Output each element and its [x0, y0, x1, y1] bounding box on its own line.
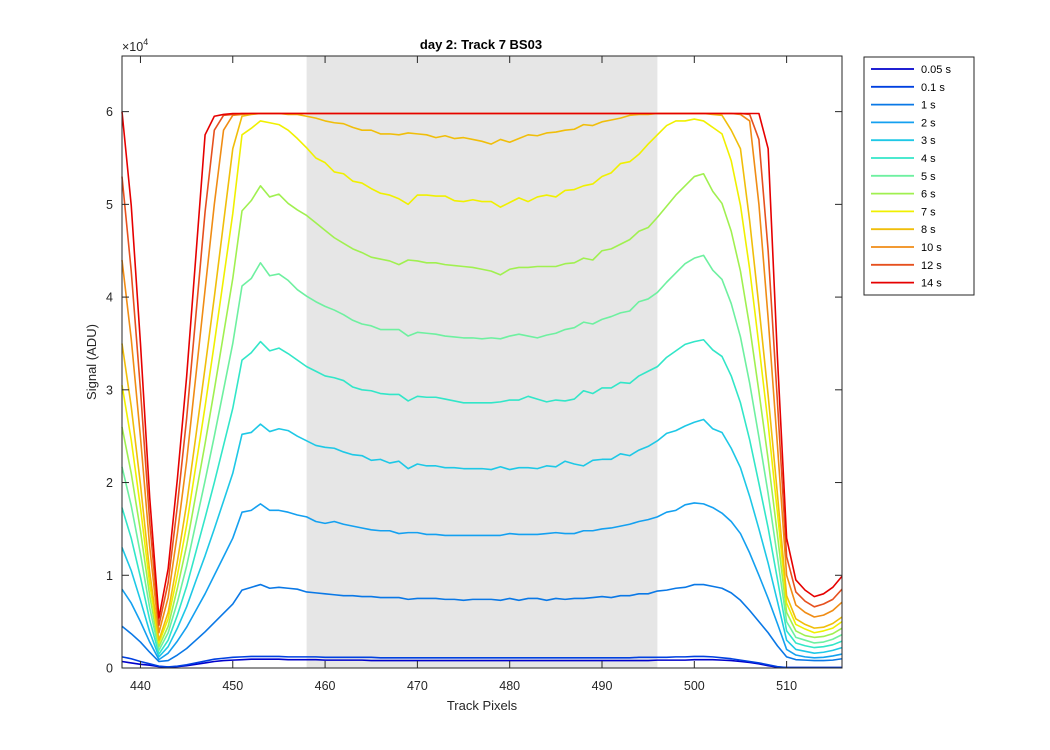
- legend-item: 0.05 s: [871, 64, 951, 76]
- legend-label: 14 s: [921, 278, 942, 290]
- series-line-8: [121, 118, 843, 644]
- axes-box: [121, 55, 843, 669]
- x-tick-label: 470: [407, 679, 428, 693]
- legend-label: 2 s: [921, 117, 936, 129]
- legend-label: 6 s: [921, 189, 936, 201]
- y-tick-label: 0: [106, 662, 113, 676]
- x-tick-label: 510: [776, 679, 797, 693]
- series-line-12: [121, 111, 843, 619]
- y-exponent-power: 4: [143, 37, 148, 47]
- x-axis-label: Track Pixels: [447, 698, 518, 713]
- legend-item: 0.1 s: [871, 82, 945, 94]
- legend-item: 8 s: [871, 224, 936, 236]
- y-axis-exponent: ×104: [122, 37, 148, 54]
- x-tick-label: 450: [222, 679, 243, 693]
- x-tick-label: 490: [592, 679, 613, 693]
- legend-item: 3 s: [871, 135, 936, 147]
- series-line-7: [121, 172, 843, 648]
- legend-item: 10 s: [871, 242, 942, 254]
- legend-label: 12 s: [921, 260, 942, 272]
- y-tick-label: 1: [106, 569, 113, 583]
- legend-item: 6 s: [871, 189, 936, 201]
- legend: 0.05 s 0.1 s 1 s 2 s 3 s 4 s 5 s 6 s 7 s 8 s 10 s 1…: [863, 56, 975, 296]
- series-line-4: [121, 418, 843, 658]
- plot-area: 440 450 460 470 480 490 500 510 0 1 2 3 4 5 6: [106, 55, 843, 693]
- legend-item: 7 s: [871, 206, 936, 218]
- x-tick-label: 500: [684, 679, 705, 693]
- series-lines: [121, 111, 843, 669]
- series-line-3: [121, 502, 843, 661]
- series-line-6: [121, 254, 843, 652]
- legend-label: 4 s: [921, 153, 936, 165]
- legend-label: 1 s: [921, 100, 936, 112]
- series-line-2: [121, 583, 843, 663]
- legend-label: 7 s: [921, 206, 936, 218]
- y-tick-label: 2: [106, 476, 113, 490]
- series-line-1: [121, 655, 842, 669]
- legend-label: 3 s: [921, 135, 936, 147]
- legend-item: 14 s: [871, 278, 942, 290]
- y-tick-label: 5: [106, 198, 113, 212]
- legend-item: 2 s: [871, 117, 936, 129]
- legend-label: 8 s: [921, 224, 936, 236]
- y-axis-ticks: 0 1 2 3 4 5 6: [106, 105, 842, 676]
- legend-label: 5 s: [921, 171, 936, 183]
- shaded-region: [306, 56, 658, 668]
- x-tick-label: 480: [499, 679, 520, 693]
- x-tick-label: 460: [315, 679, 336, 693]
- series-line-5: [121, 338, 843, 655]
- legend-item: 1 s: [871, 100, 936, 112]
- series-line-0: [121, 658, 842, 669]
- y-axis-label: Signal (ADU): [84, 324, 99, 400]
- x-tick-label: 440: [130, 679, 151, 693]
- y-tick-label: 4: [106, 291, 113, 305]
- x-axis-ticks: 440 450 460 470 480 490 500 510: [130, 56, 797, 693]
- legend-items: 0.05 s 0.1 s 1 s 2 s 3 s 4 s 5 s 6 s 7 s 8 s 10 s 1…: [871, 64, 951, 290]
- legend-label: 0.1 s: [921, 82, 945, 94]
- y-exponent-base: ×10: [122, 40, 143, 54]
- series-line-9: [121, 112, 843, 641]
- y-tick-label: 3: [106, 383, 113, 397]
- legend-item: 5 s: [871, 171, 936, 183]
- legend-item: 4 s: [871, 153, 936, 165]
- chart-title: day 2: Track 7 BS03: [420, 37, 542, 52]
- y-tick-label: 6: [106, 105, 113, 119]
- legend-item: 12 s: [871, 260, 942, 272]
- legend-label: 0.05 s: [921, 64, 951, 76]
- legend-label: 10 s: [921, 242, 942, 254]
